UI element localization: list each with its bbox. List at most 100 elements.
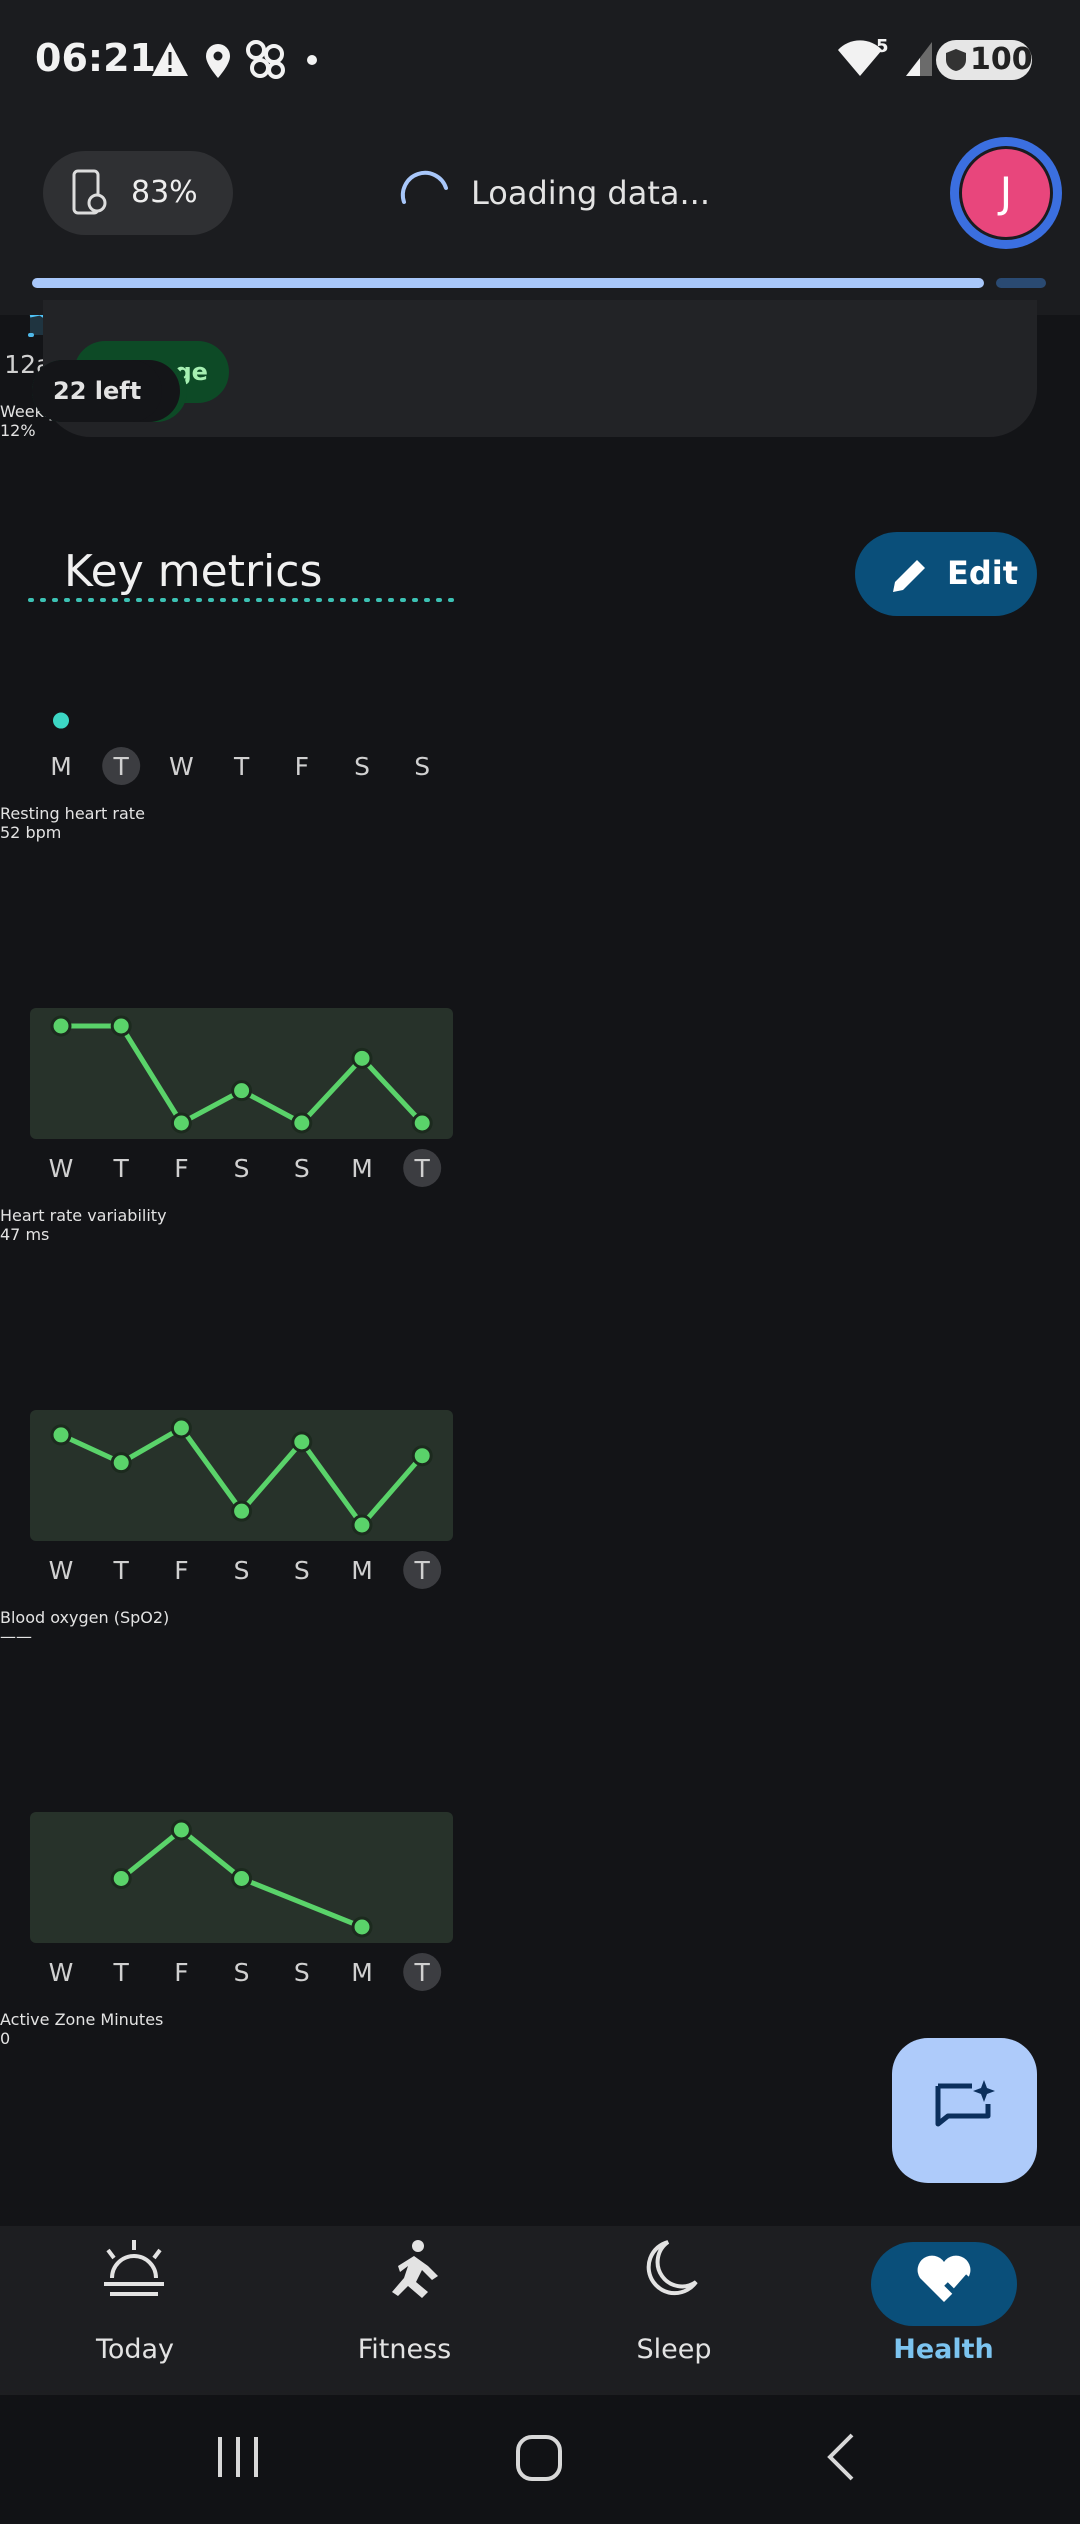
trend-point: [170, 1417, 192, 1439]
x-label: W: [49, 1556, 74, 1585]
trend-point: [50, 1424, 72, 1446]
status-chip: 22 left: [32, 360, 163, 422]
nav-label[interactable]: Today: [95, 2334, 175, 2365]
nav-label[interactable]: Fitness: [357, 2334, 452, 2365]
previous-card: In range: [43, 300, 1037, 437]
x-label: T: [113, 1556, 130, 1585]
x-label: T: [414, 1958, 431, 1987]
x-label: M: [50, 752, 72, 781]
signal-icons: 5: [838, 36, 932, 76]
today-marker: [102, 747, 141, 785]
today-marker: [403, 1551, 442, 1589]
nav-icons: [104, 2240, 1017, 2326]
device-chip[interactable]: 83%: [43, 151, 233, 235]
device-icon: [72, 169, 107, 215]
device-battery: 83%: [131, 175, 198, 210]
x-label: S: [234, 1958, 250, 1987]
x-label: M: [351, 1556, 373, 1585]
battery-shield: [946, 49, 966, 71]
trend-point: [411, 1445, 433, 1467]
x-label: T: [414, 1154, 431, 1183]
card-value: 47 ms: [0, 1225, 50, 1244]
avatar: J: [959, 146, 1053, 240]
network-type: 5: [876, 36, 889, 57]
x-label: F: [174, 1154, 188, 1183]
trend-point: [110, 1015, 132, 1037]
avatar-ring[interactable]: J: [950, 137, 1062, 249]
chart-bg: [30, 1008, 453, 1139]
card-title: Resting heart rate: [0, 804, 145, 823]
trend-point: [231, 1500, 253, 1522]
trend-point: [170, 1819, 192, 1841]
x-label: T: [414, 1556, 431, 1585]
trend-point: [351, 1514, 373, 1536]
x-label: W: [169, 752, 194, 781]
x-label: S: [354, 752, 370, 781]
card-value: 52 bpm: [0, 823, 62, 842]
x-label: S: [414, 752, 430, 781]
x-label: S: [294, 1958, 310, 1987]
x-label: F: [174, 1556, 188, 1585]
status-icons: [152, 40, 317, 79]
today-marker: [403, 1953, 442, 1991]
x-label: S: [234, 1556, 250, 1585]
x-label: S: [234, 1154, 250, 1183]
progress-track: [996, 278, 1046, 288]
edit-button[interactable]: Edit: [855, 532, 1037, 616]
card-title: Active Zone Minutes: [0, 2010, 164, 2029]
top-bar: 83% Loading data... J: [0, 120, 1080, 315]
x-label: T: [233, 752, 250, 781]
clock: 06:21: [35, 36, 156, 80]
trend-point: [110, 1868, 132, 1889]
trend-point: [170, 1112, 192, 1134]
x-label: T: [113, 1958, 130, 1987]
card-value: 0: [0, 2029, 11, 2048]
card-title: Blood oxygen (SpO2): [0, 1608, 170, 1627]
gesture-bar: [0, 2395, 1080, 2520]
x-label: S: [294, 1154, 310, 1183]
section-title: Key metrics: [64, 546, 323, 597]
card-value: 12%: [0, 421, 36, 440]
x-label: S: [294, 1556, 310, 1585]
progress-bar: [32, 278, 984, 288]
x-label: M: [351, 1958, 373, 1987]
x-label: F: [295, 752, 309, 781]
x-label: F: [174, 1958, 188, 1987]
coach-icon: [935, 2080, 995, 2127]
edit-icon: [893, 560, 925, 592]
trend-point: [50, 1015, 72, 1037]
status-bar: 06:21 5 100: [0, 0, 1080, 120]
loading-spinner: [400, 170, 448, 204]
nav-label[interactable]: Sleep: [636, 2334, 712, 2365]
trend-point: [231, 1868, 253, 1889]
bottom-nav: Today Fitness Sleep Health: [0, 2226, 1080, 2395]
nav-label[interactable]: Health: [893, 2334, 994, 2365]
x-label: T: [113, 1154, 130, 1183]
x-label: W: [49, 1958, 74, 1987]
battery-level: 100: [970, 42, 1033, 77]
trend-point: [110, 1452, 132, 1474]
coach-fab[interactable]: [892, 2038, 1037, 2183]
cardio-dot: [53, 712, 69, 729]
trend-point: [231, 1080, 253, 1102]
metric-card[interactable]: Blood oxygen (SpO2)——WTFSSMTNo data: [0, 360, 1080, 2010]
x-label: T: [113, 752, 130, 781]
system-buttons: [218, 2433, 854, 2481]
battery-pill: 100: [936, 40, 1033, 80]
x-label: W: [49, 1154, 74, 1183]
trend-point: [351, 1916, 373, 1938]
card-title: Heart rate variability: [0, 1206, 167, 1225]
trend-point: [411, 1112, 433, 1134]
loading-text: Loading data...: [471, 174, 711, 212]
card-value: ——: [0, 1627, 32, 1646]
trend-point: [351, 1047, 373, 1069]
trend-point: [291, 1112, 313, 1134]
trend-point: [291, 1431, 313, 1453]
